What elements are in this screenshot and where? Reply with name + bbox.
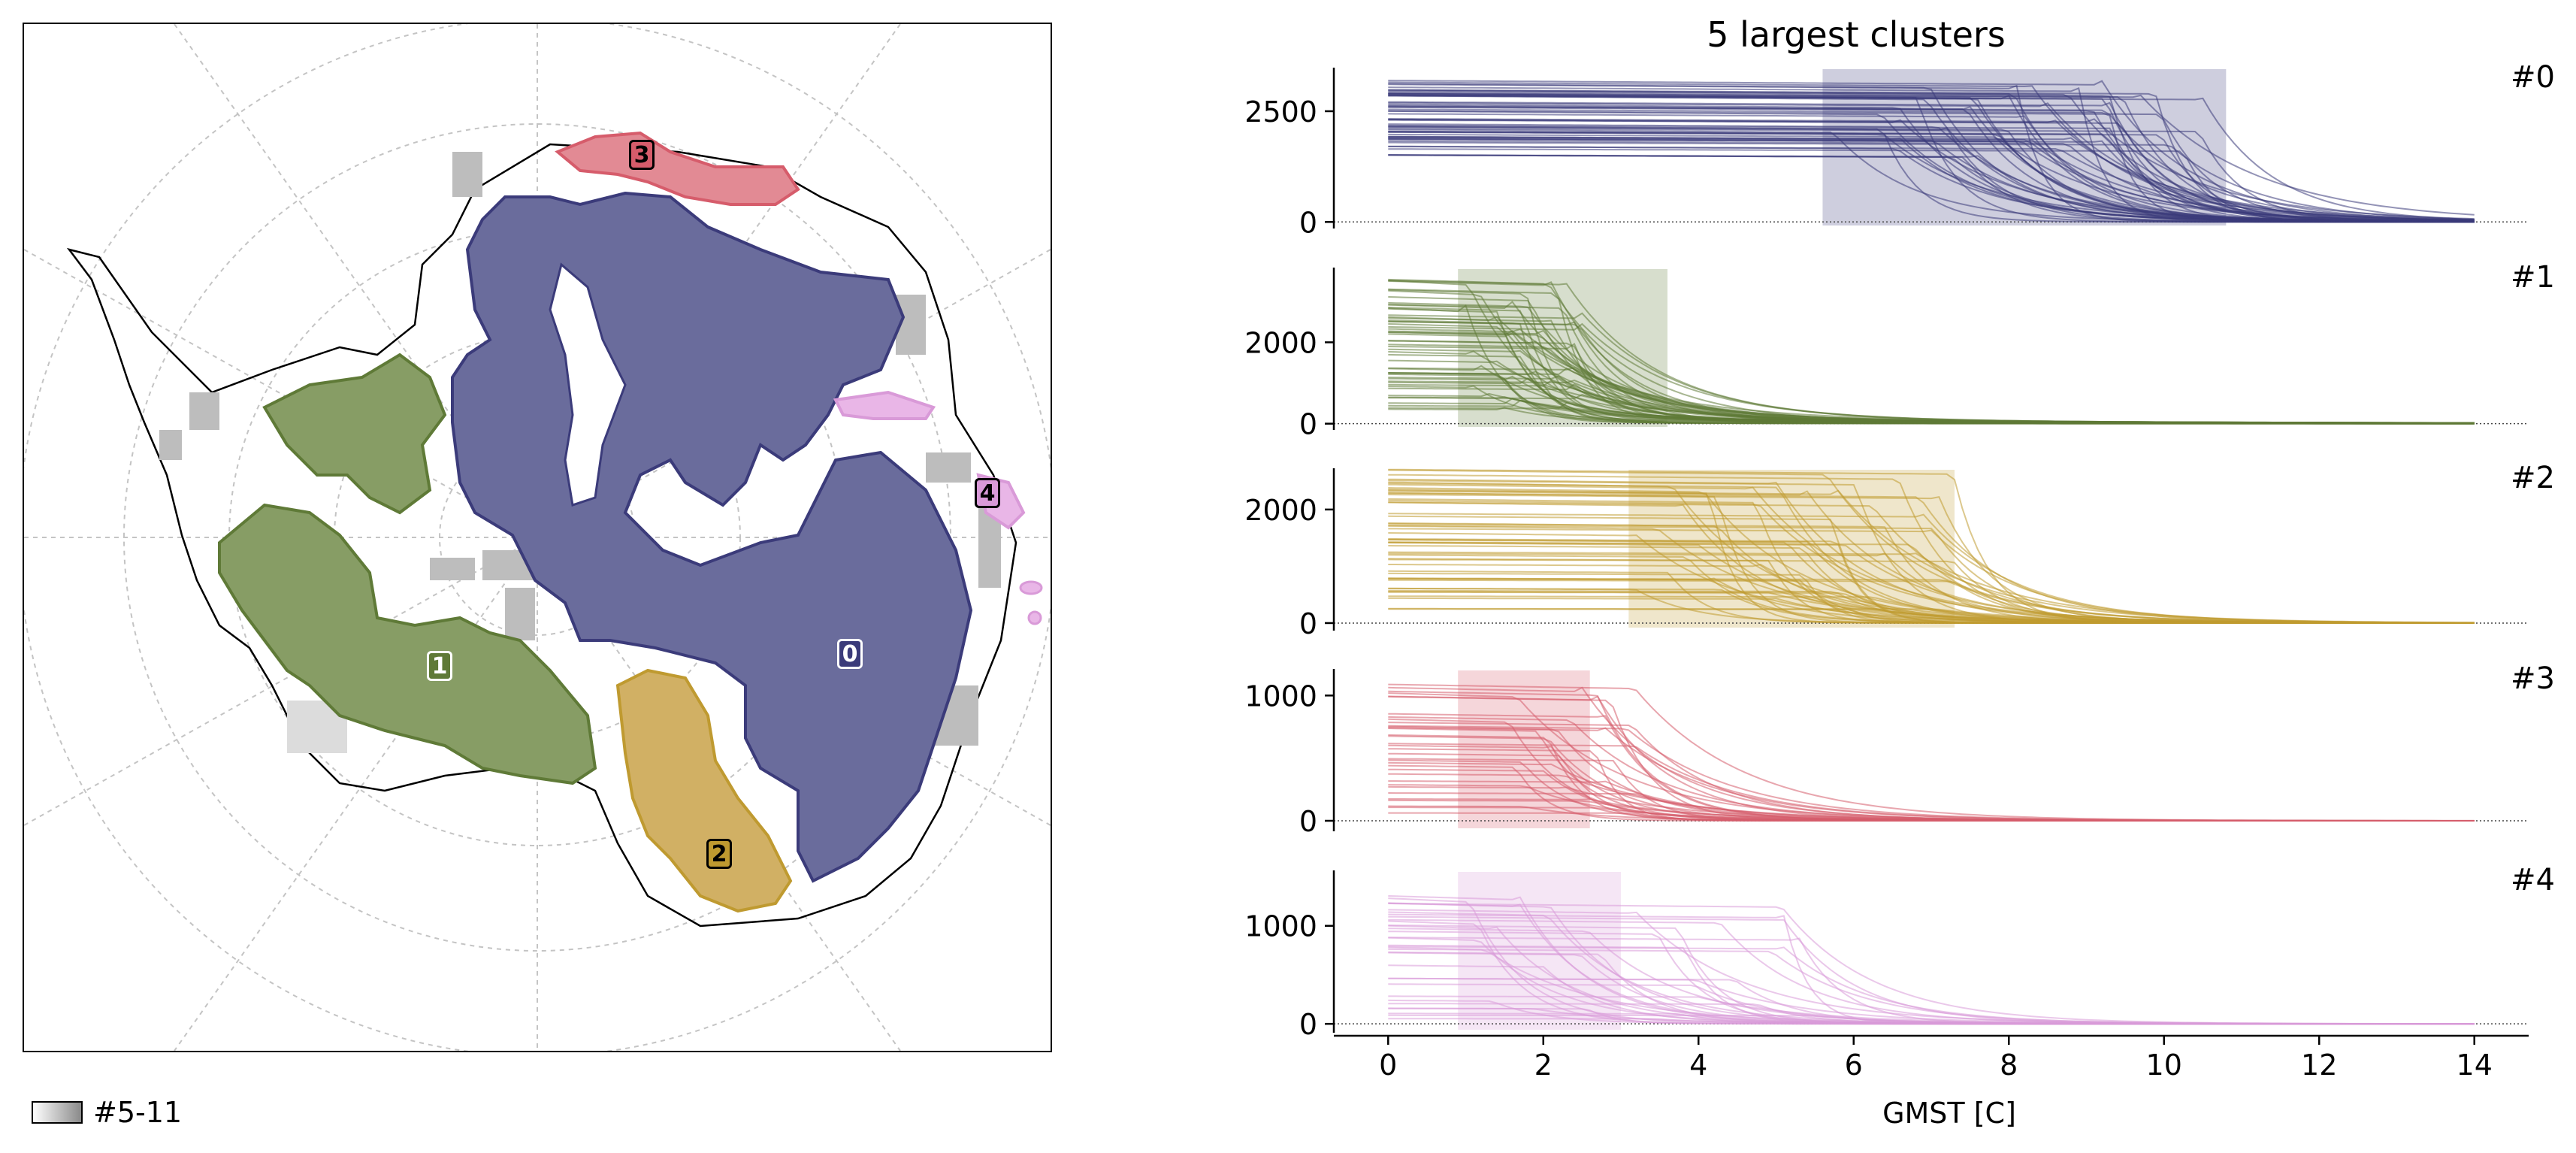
panel-1-series-line xyxy=(1388,289,2475,424)
panel-0-y-tick-label: 2500 xyxy=(1244,95,1317,129)
cluster-label-1: 1 xyxy=(427,651,452,681)
panel-4-y-tick-label: 1000 xyxy=(1244,910,1317,943)
x-tick-label: 6 xyxy=(1845,1049,1863,1082)
panel-3-y-tick-label: 1000 xyxy=(1244,679,1317,713)
panel-4-name: #4 xyxy=(2511,863,2555,897)
panel-1-lines xyxy=(1388,278,2475,425)
panel-0-y-tick-label: 0 xyxy=(1299,206,1317,239)
cluster-label-3: 3 xyxy=(629,140,655,170)
panel-0-series-line xyxy=(1388,118,2475,220)
panel-0-series-line xyxy=(1388,125,2475,223)
panel-2-y-tick-label: 2000 xyxy=(1244,494,1317,527)
legend-label: #5-11 xyxy=(93,1096,183,1129)
x-tick-label: 4 xyxy=(1689,1049,1707,1082)
panel-0-series-line xyxy=(1388,131,2475,222)
cluster-1-region xyxy=(218,353,597,785)
panel-0-series-line xyxy=(1388,101,2475,222)
panel-1-series-line xyxy=(1388,353,2475,425)
legend-swatch xyxy=(32,1101,83,1124)
x-tick-label: 8 xyxy=(2000,1049,2018,1082)
x-tick-label: 0 xyxy=(1379,1049,1397,1082)
panel-4-lines xyxy=(1388,895,2475,1025)
x-tick-label: 12 xyxy=(2301,1049,2337,1082)
antarctica-map: 0 1 2 3 4 xyxy=(23,23,1052,1052)
x-tick-label: 2 xyxy=(1534,1049,1553,1082)
panel-2-y-tick-label: 0 xyxy=(1299,607,1317,640)
cluster-label-2: 2 xyxy=(706,839,732,869)
x-tick-label: 14 xyxy=(2457,1049,2493,1082)
cluster-2-region xyxy=(615,668,793,913)
cluster-3-region xyxy=(555,131,800,206)
panel-1-name: #1 xyxy=(2511,260,2555,295)
coastline xyxy=(66,143,1017,928)
panel-0-series-line xyxy=(1388,135,2475,220)
chart-title: 5 largest clusters xyxy=(1707,14,2006,55)
panel-1-y-tick-label: 2000 xyxy=(1244,326,1317,359)
panel-3-y-tick-label: 0 xyxy=(1299,805,1317,838)
panel-3-lines xyxy=(1388,683,2475,822)
cluster-0-hole xyxy=(549,262,627,507)
map-legend: #5-11 xyxy=(32,1096,183,1129)
panel-4-series-line xyxy=(1388,915,2475,1025)
panel-0-series-line xyxy=(1388,128,2475,222)
panel-4-y-tick-label: 0 xyxy=(1299,1008,1317,1041)
panel-0-name: #0 xyxy=(2511,60,2555,95)
x-tick-label: 10 xyxy=(2146,1049,2182,1082)
panel-0-series-line xyxy=(1388,138,2475,222)
panel-0-series-line xyxy=(1388,92,2475,216)
panel-1-y-tick-label: 0 xyxy=(1299,408,1317,441)
cluster-label-0: 0 xyxy=(837,639,863,669)
panel-2-name: #2 xyxy=(2511,461,2555,495)
map-canvas xyxy=(24,24,1051,1051)
x-axis-label: GMST [C] xyxy=(1882,1097,2016,1130)
panel-0-lines xyxy=(1388,80,2475,223)
panel-0-series-line xyxy=(1388,80,2475,221)
panel-3-name: #3 xyxy=(2511,661,2555,696)
panel-0-series-line xyxy=(1388,141,2475,220)
panel-2-lines xyxy=(1388,468,2475,624)
panel-3-series-line xyxy=(1388,764,2475,822)
cluster-charts: 5 largest clusters 0 2500 #0 0 2000 #1 0 2000 #2 0… xyxy=(1244,14,2555,1130)
cluster-label-4: 4 xyxy=(975,478,1000,508)
panel-2-series-line xyxy=(1388,513,2475,624)
panel-0-series-line xyxy=(1388,110,2475,222)
panel-2-series-line xyxy=(1388,478,2475,624)
cluster-4-spots xyxy=(1019,580,1043,625)
